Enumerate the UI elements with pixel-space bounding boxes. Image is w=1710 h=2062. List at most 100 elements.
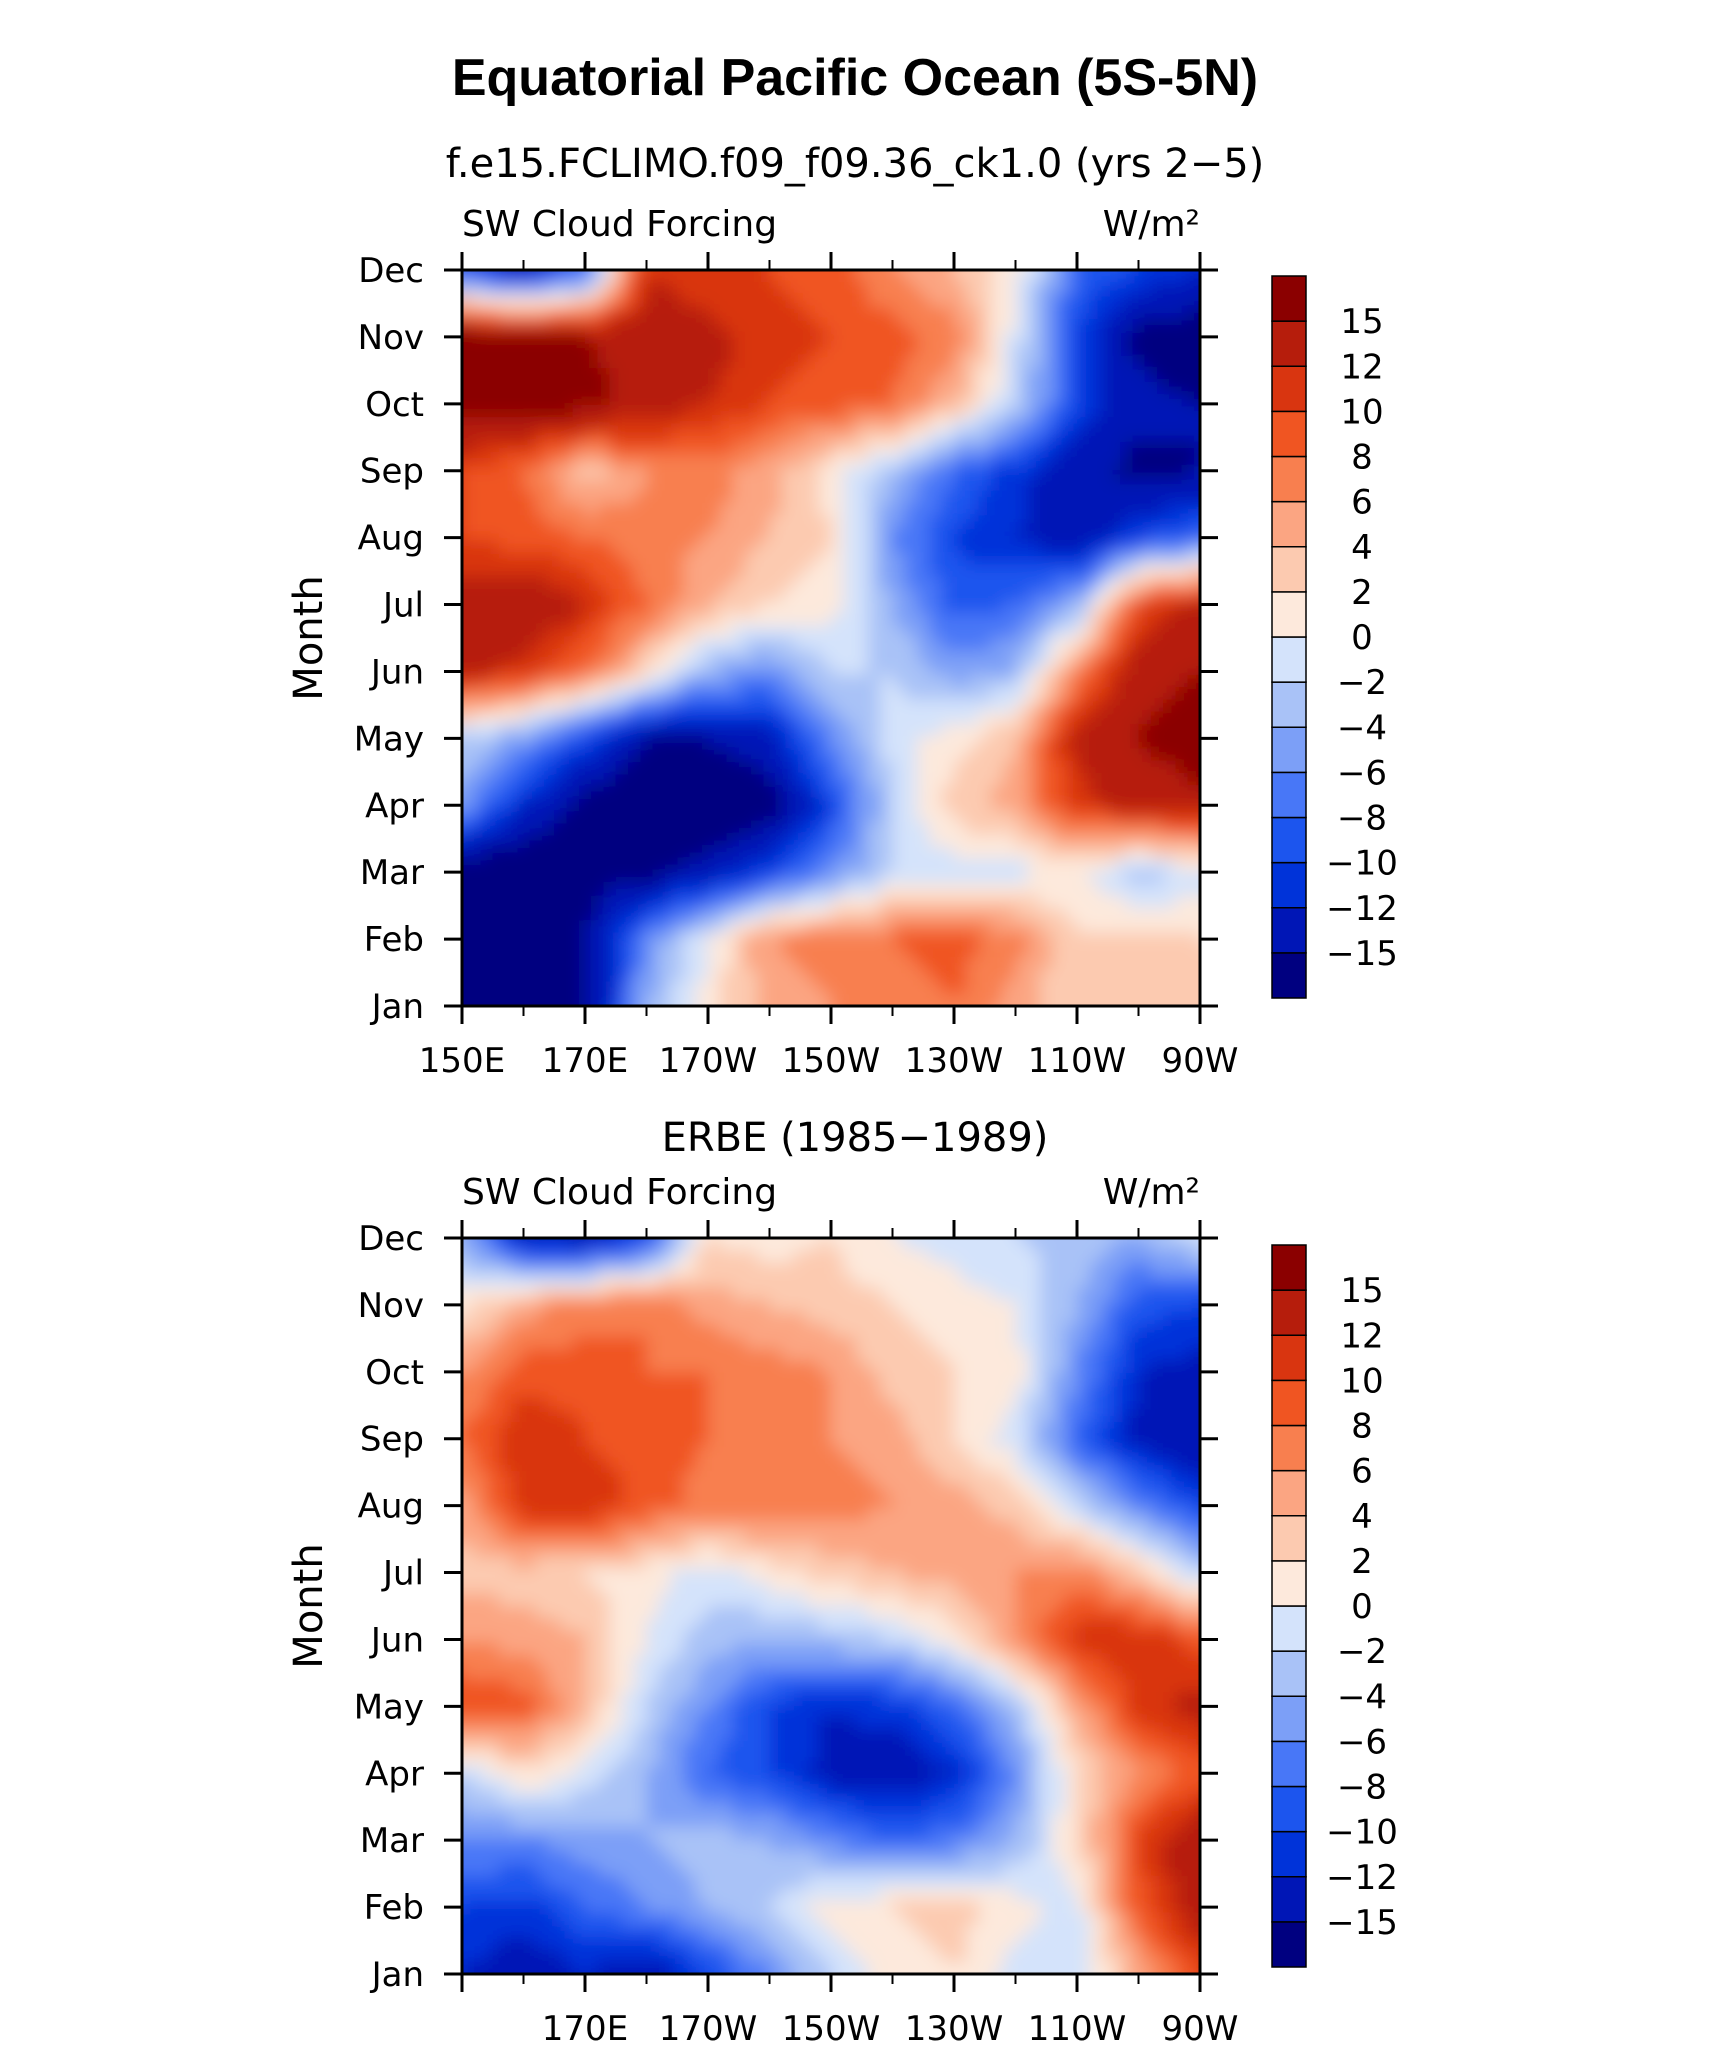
field-cell bbox=[523, 294, 537, 308]
field-cell bbox=[855, 1336, 869, 1350]
field-cell bbox=[621, 282, 636, 296]
field-cell bbox=[892, 1323, 906, 1338]
field-cell bbox=[548, 1262, 562, 1276]
field-cell bbox=[671, 503, 685, 517]
field-cell bbox=[744, 1238, 759, 1252]
field-cell bbox=[880, 331, 894, 345]
field-cell bbox=[1089, 552, 1103, 566]
field-cell bbox=[585, 674, 599, 689]
field-cell bbox=[843, 429, 857, 443]
field-cell bbox=[474, 454, 488, 468]
field-cell bbox=[1028, 245, 1041, 258]
field-cell bbox=[904, 1262, 919, 1276]
field-cell bbox=[1003, 981, 1017, 995]
field-cell bbox=[720, 613, 734, 627]
field-cell bbox=[954, 760, 968, 774]
field-cell bbox=[708, 993, 722, 1006]
field-cell bbox=[794, 355, 808, 370]
field-cell bbox=[1027, 564, 1042, 578]
field-cell bbox=[720, 883, 734, 897]
field-cell bbox=[990, 294, 1005, 308]
field-cell bbox=[769, 343, 783, 357]
field-cell bbox=[1126, 380, 1140, 394]
field-cell bbox=[1040, 871, 1054, 885]
field-cell bbox=[1052, 1336, 1066, 1350]
field-cell bbox=[462, 478, 476, 492]
field-cell bbox=[990, 809, 1005, 823]
field-cell bbox=[831, 490, 845, 505]
field-cell bbox=[498, 920, 513, 934]
field-cell bbox=[818, 748, 832, 762]
field-cell bbox=[646, 355, 660, 370]
field-cell bbox=[437, 356, 450, 369]
field-cell bbox=[1089, 711, 1103, 725]
field-cell bbox=[597, 392, 611, 406]
field-cell bbox=[1138, 1238, 1152, 1252]
field-cell bbox=[1089, 638, 1103, 652]
field-cell bbox=[904, 711, 919, 725]
field-cell bbox=[1052, 392, 1066, 406]
field-cell bbox=[535, 674, 550, 689]
field-cell bbox=[744, 306, 759, 321]
field-cell bbox=[744, 270, 759, 284]
field-cell bbox=[585, 1274, 599, 1289]
field-cell bbox=[511, 527, 525, 541]
field-cell bbox=[818, 270, 832, 284]
field-cell bbox=[1040, 319, 1054, 333]
field-cell bbox=[732, 515, 746, 529]
field-cell bbox=[1077, 282, 1091, 296]
field-cell bbox=[855, 319, 869, 333]
field-cell bbox=[867, 895, 882, 909]
field-cell bbox=[954, 638, 968, 652]
field-cell bbox=[757, 895, 771, 909]
field-cell bbox=[1126, 723, 1140, 738]
field-cell bbox=[1200, 405, 1213, 418]
field-cell bbox=[818, 466, 832, 480]
field-cell bbox=[843, 306, 857, 321]
field-cell bbox=[1027, 956, 1042, 971]
field-cell bbox=[720, 834, 734, 848]
field-cell bbox=[646, 417, 660, 431]
field-cell bbox=[831, 907, 845, 922]
field-cell bbox=[806, 846, 820, 860]
field-cell bbox=[1015, 981, 1029, 995]
field-cell bbox=[437, 491, 450, 504]
field-cell bbox=[585, 883, 599, 897]
field-cell bbox=[904, 956, 919, 971]
field-cell bbox=[1113, 294, 1128, 308]
field-cell bbox=[671, 760, 685, 774]
field-cell bbox=[1101, 748, 1115, 762]
field-cell bbox=[597, 1287, 611, 1301]
field-cell bbox=[597, 1213, 610, 1226]
field-cell bbox=[990, 539, 1005, 554]
field-cell bbox=[462, 895, 476, 909]
field-cell bbox=[794, 736, 808, 750]
colorbar-box bbox=[1271, 681, 1307, 728]
field-cell bbox=[609, 478, 623, 492]
field-cell bbox=[523, 441, 537, 455]
field-cell bbox=[1027, 846, 1042, 860]
field-cell bbox=[1212, 540, 1225, 553]
field-cell bbox=[855, 355, 869, 370]
field-cell bbox=[893, 245, 906, 258]
field-cell bbox=[511, 368, 525, 382]
field-cell bbox=[979, 1213, 992, 1226]
field-cell bbox=[769, 920, 783, 934]
field-cell bbox=[1040, 270, 1054, 284]
field-cell bbox=[867, 625, 882, 639]
field-cell bbox=[634, 454, 648, 468]
field-cell bbox=[732, 638, 746, 652]
field-cell bbox=[867, 907, 882, 922]
field-cell bbox=[1101, 392, 1115, 406]
field-cell bbox=[867, 466, 882, 480]
field-cell bbox=[769, 834, 783, 848]
field-cell bbox=[744, 294, 759, 308]
field-cell bbox=[941, 785, 955, 799]
field-cell bbox=[572, 723, 586, 738]
field-cell bbox=[929, 294, 943, 308]
field-cell bbox=[892, 895, 906, 909]
field-cell bbox=[1200, 307, 1213, 320]
field-cell bbox=[695, 993, 709, 1006]
field-cell bbox=[474, 956, 488, 971]
field-cell bbox=[1150, 1287, 1165, 1301]
